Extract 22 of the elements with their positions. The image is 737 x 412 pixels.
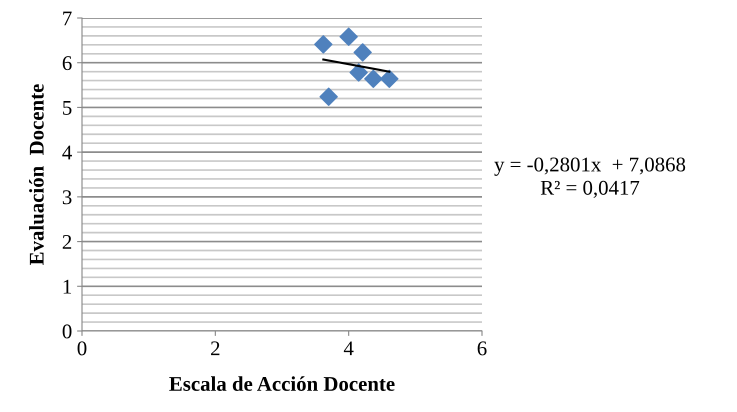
point [349,63,368,82]
y-tick-label: 4 [62,146,72,160]
y-axis-title: Evaluación Docente [29,84,44,265]
x-axis-title: Escala de Acción Docente [169,376,395,391]
y-tick-label: 3 [62,190,72,204]
y-tick-label: 6 [62,56,72,70]
y-tick-label: 2 [62,235,72,249]
y-tick-label: 7 [63,12,72,26]
x-tick-label: 2 [211,341,220,356]
x-tick-label: 6 [478,341,487,356]
point [319,87,338,106]
x-tick-label: 0 [78,341,86,356]
y-tick-label: 5 [63,101,72,115]
point [314,35,333,54]
y-tick-label: 1 [64,280,72,294]
point [364,70,383,88]
point [380,70,399,88]
point [353,43,372,62]
y-tick-label: 0 [62,324,72,338]
text: y = -0,2801x + 7,0868 R² = 0,0417 [494,157,686,198]
x-tick-label: 4 [344,341,354,356]
point [339,28,358,46]
